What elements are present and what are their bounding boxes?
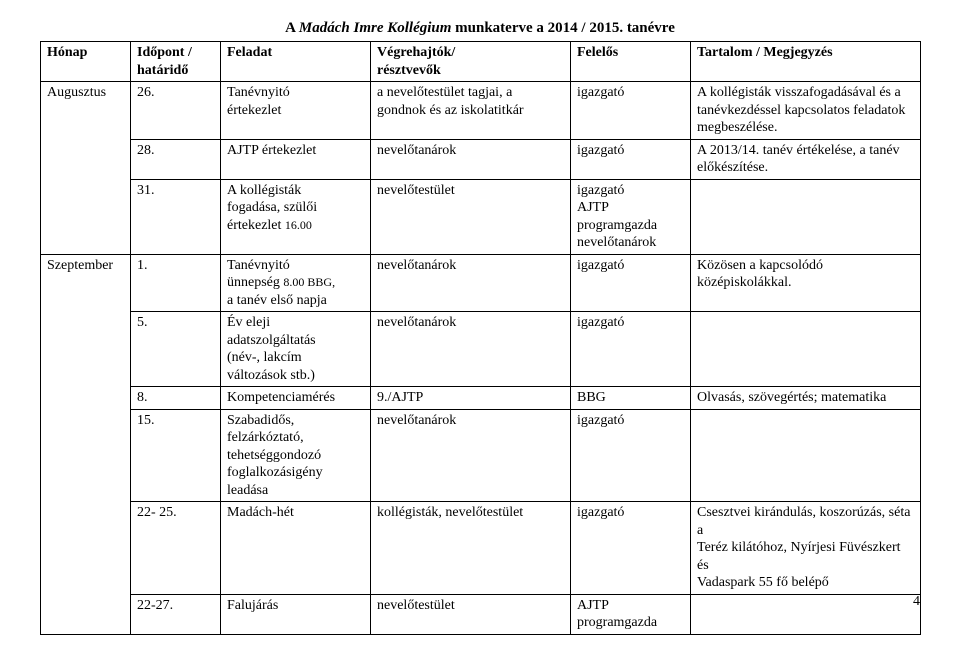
task-cell: Tanévnyitó ünnepség 8.00 BBG, a tanév el… xyxy=(221,254,371,312)
exec-cell: 9./AJTP xyxy=(371,387,571,410)
table-row: 31. A kollégisták fogadása, szülői értek… xyxy=(41,179,921,254)
task-cell: Szabadidős, felzárkóztató, tehetséggondo… xyxy=(221,409,371,502)
date-cell: 22- 25. xyxy=(131,502,221,595)
resp-cell: igazgató xyxy=(571,82,691,140)
table-row: 22- 25. Madách-hét kollégisták, nevelőte… xyxy=(41,502,921,595)
exec-cell: nevelőtanárok xyxy=(371,139,571,179)
resp-cell: igazgató xyxy=(571,312,691,387)
page-number: 4 xyxy=(913,594,920,610)
resp-cell: igazgató xyxy=(571,502,691,595)
resp-cell: igazgató AJTP programgazda nevelőtanárok xyxy=(571,179,691,254)
exec-cell: nevelőtanárok xyxy=(371,254,571,312)
task-cell: AJTP értekezlet xyxy=(221,139,371,179)
col-exec: Végrehajtók/résztvevők xyxy=(371,42,571,82)
resp-cell: igazgató xyxy=(571,409,691,502)
exec-cell: nevelőtanárok xyxy=(371,312,571,387)
date-cell: 28. xyxy=(131,139,221,179)
exec-cell: nevelőtestület xyxy=(371,179,571,254)
col-task: Feladat xyxy=(221,42,371,82)
resp-cell: igazgató xyxy=(571,139,691,179)
task-cell: Madách-hét xyxy=(221,502,371,595)
task-cell: A kollégisták fogadása, szülői értekezle… xyxy=(221,179,371,254)
resp-cell: igazgató xyxy=(571,254,691,312)
task-cell: Falujárás xyxy=(221,594,371,634)
table-row: Augusztus 26. Tanévnyitóértekezlet a nev… xyxy=(41,82,921,140)
note-cell xyxy=(691,179,921,254)
col-resp: Felelős xyxy=(571,42,691,82)
exec-cell: nevelőtestület xyxy=(371,594,571,634)
resp-cell: BBG xyxy=(571,387,691,410)
note-cell xyxy=(691,409,921,502)
note-cell xyxy=(691,594,921,634)
month-cell: Szeptember xyxy=(41,254,131,634)
date-cell: 22-27. xyxy=(131,594,221,634)
note-cell xyxy=(691,312,921,387)
table-row: 22-27. Falujárás nevelőtestület AJTPprog… xyxy=(41,594,921,634)
title-prefix: A xyxy=(285,20,299,36)
note-cell: Olvasás, szövegértés; matematika xyxy=(691,387,921,410)
date-cell: 1. xyxy=(131,254,221,312)
workplan-table: Hónap Időpont /határidő Feladat Végrehaj… xyxy=(40,41,921,635)
table-row: 8. Kompetenciamérés 9./AJTP BBG Olvasás,… xyxy=(41,387,921,410)
table-row: Szeptember 1. Tanévnyitó ünnepség 8.00 B… xyxy=(41,254,921,312)
month-cell: Augusztus xyxy=(41,82,131,255)
task-cell: Tanévnyitóértekezlet xyxy=(221,82,371,140)
table-row: 15. Szabadidős, felzárkóztató, tehetségg… xyxy=(41,409,921,502)
task-cell: Kompetenciamérés xyxy=(221,387,371,410)
note-cell: A kollégisták visszafogadásával és a tan… xyxy=(691,82,921,140)
page-title: A Madách Imre Kollégium munkaterve a 201… xyxy=(40,20,920,37)
note-cell: A 2013/14. tanév értékelése, a tanévelők… xyxy=(691,139,921,179)
note-cell: Közösen a kapcsolódó középiskolákkal. xyxy=(691,254,921,312)
resp-cell: AJTPprogramgazda xyxy=(571,594,691,634)
header-row: Hónap Időpont /határidő Feladat Végrehaj… xyxy=(41,42,921,82)
date-cell: 26. xyxy=(131,82,221,140)
exec-cell: nevelőtanárok xyxy=(371,409,571,502)
exec-cell: a nevelőtestület tagjai, agondnok és az … xyxy=(371,82,571,140)
note-cell: Csesztvei kirándulás, koszorúzás, séta a… xyxy=(691,502,921,595)
date-cell: 5. xyxy=(131,312,221,387)
col-date: Időpont /határidő xyxy=(131,42,221,82)
title-italic: Madách Imre Kollégium xyxy=(299,20,452,36)
date-cell: 15. xyxy=(131,409,221,502)
col-month: Hónap xyxy=(41,42,131,82)
title-suffix: munkaterve a 2014 / 2015. tanévre xyxy=(451,20,674,36)
table-row: 5. Év eleji adatszolgáltatás (név-, lakc… xyxy=(41,312,921,387)
date-cell: 31. xyxy=(131,179,221,254)
col-note: Tartalom / Megjegyzés xyxy=(691,42,921,82)
task-cell: Év eleji adatszolgáltatás (név-, lakcím … xyxy=(221,312,371,387)
date-cell: 8. xyxy=(131,387,221,410)
table-row: 28. AJTP értekezlet nevelőtanárok igazga… xyxy=(41,139,921,179)
exec-cell: kollégisták, nevelőtestület xyxy=(371,502,571,595)
